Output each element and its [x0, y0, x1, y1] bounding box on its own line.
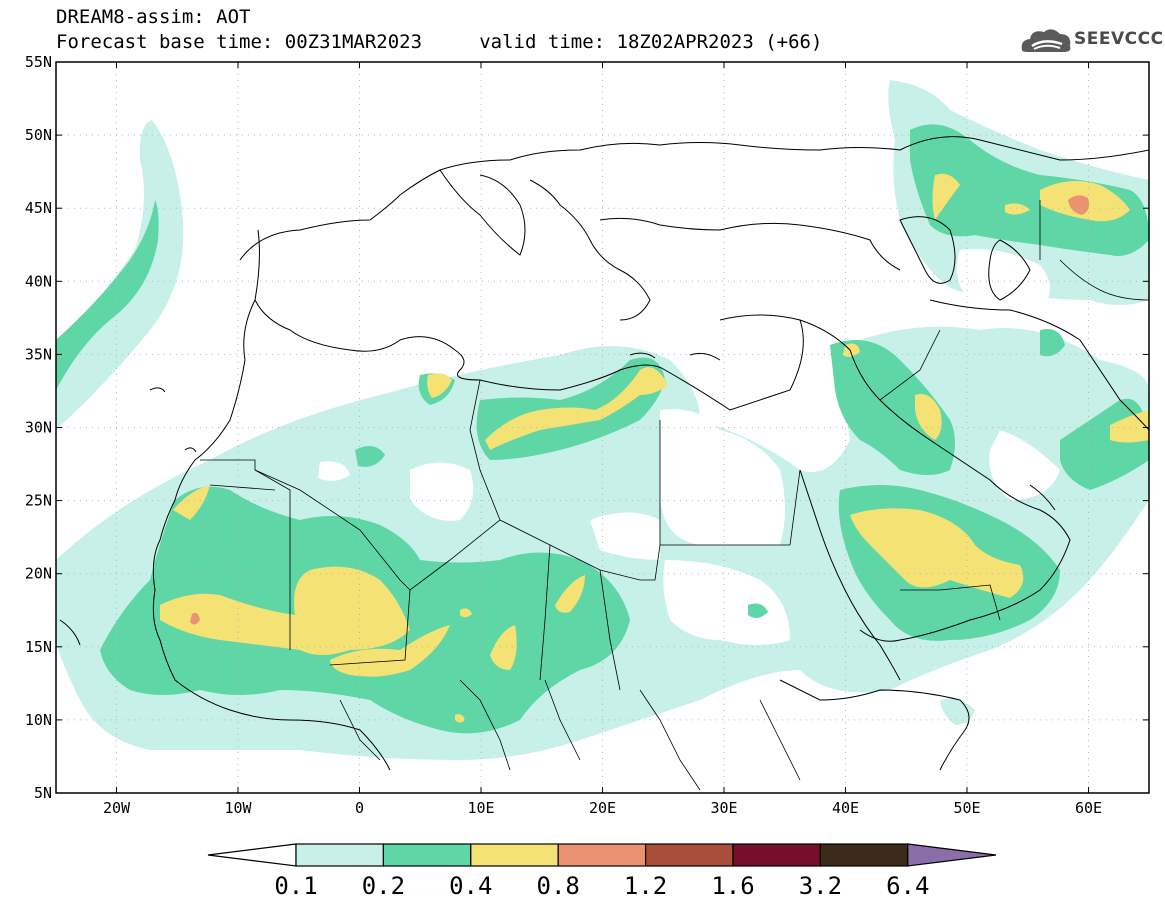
aot-shading [56, 80, 1149, 760]
longitude-labels: 20W 10W 0 10E 20E 30E 40E 50E 60E [103, 799, 1102, 817]
lat-label: 5N [34, 784, 52, 802]
lat-label: 10N [25, 711, 52, 729]
lon-label: 50E [953, 799, 980, 817]
axis-ticks [56, 61, 1149, 794]
lat-label: 40N [25, 272, 52, 290]
colorbar-tick-label: 0.2 [362, 872, 405, 900]
colorbar-tick-label: 1.2 [624, 872, 667, 900]
lat-label: 30N [25, 419, 52, 437]
map-gridlines [56, 62, 1149, 793]
colorbar-tick-label: 1.6 [711, 872, 754, 900]
lat-label: 45N [25, 199, 52, 217]
lon-label: 60E [1075, 799, 1102, 817]
lat-label: 50N [25, 126, 52, 144]
colorbar-swatch [819, 843, 909, 867]
aot-clear-areas [215, 249, 1060, 645]
lat-label: 55N [25, 53, 52, 71]
coastlines-and-borders [59, 136, 1149, 771]
colorbar-tick-label: 3.2 [799, 872, 842, 900]
lat-label: 15N [25, 638, 52, 656]
colorbar-swatch [644, 843, 734, 867]
seevccc-logo-icon [1021, 29, 1071, 52]
lon-label: 20W [103, 799, 131, 817]
lon-label: 0 [355, 799, 364, 817]
lon-label: 40E [832, 799, 859, 817]
colorbar-swatch [557, 843, 647, 867]
colorbar-swatch [382, 843, 472, 867]
lat-label: 25N [25, 492, 52, 510]
aot-colorbar [207, 843, 997, 867]
lon-label: 10E [467, 799, 494, 817]
colorbar-low-arrow [207, 843, 297, 867]
colorbar-tick-label: 0.8 [537, 872, 580, 900]
forecast-time-subtitle: Forecast base time: 00Z31MAR2023 valid t… [56, 31, 823, 53]
colorbar-swatch [732, 843, 822, 867]
map-title: DREAM8-assim: AOT [56, 6, 251, 28]
colorbar-swatch [470, 843, 559, 867]
colorbar-tick-label: 0.1 [274, 872, 317, 900]
logo-text: SEEVCCC [1074, 29, 1164, 49]
aot-band-0.8 [190, 195, 1090, 625]
lat-label: 20N [25, 565, 52, 583]
colorbar-tick-label: 0.4 [449, 872, 492, 900]
lon-label: 30E [710, 799, 737, 817]
latitude-labels: 55N 50N 45N 40N 35N 30N 25N 20N 15N 10N 5N [25, 53, 52, 802]
colorbar-labels: 0.1 0.2 0.4 0.8 1.2 1.6 3.2 6.4 [274, 872, 929, 900]
political-borders [200, 200, 1149, 791]
lon-label: 20E [589, 799, 616, 817]
colorbar-swatch [295, 843, 385, 867]
aot-band-0.4 [160, 173, 1149, 723]
colorbar-high-arrow [907, 843, 997, 867]
lat-label: 35N [25, 345, 52, 363]
lon-label: 10W [224, 799, 252, 817]
colorbar-tick-label: 6.4 [886, 872, 929, 900]
